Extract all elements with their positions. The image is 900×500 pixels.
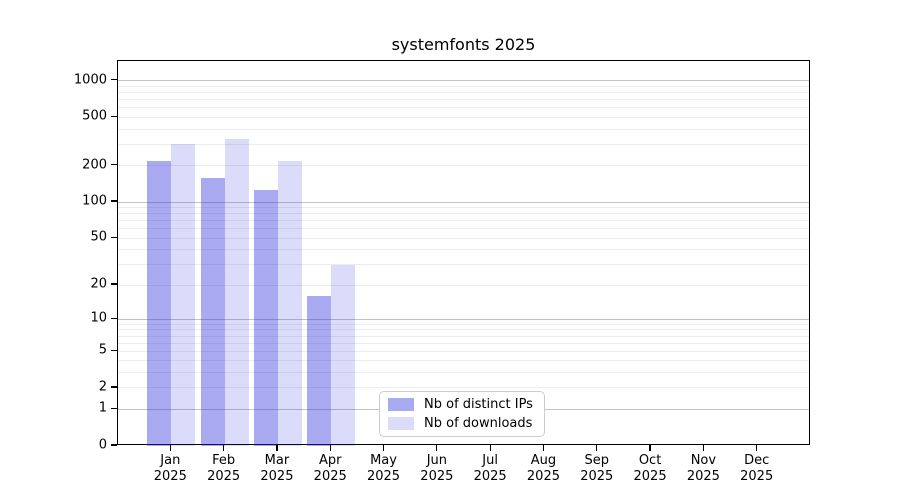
minor-gridline [118,213,809,215]
minor-gridline [118,85,809,87]
x-tick-label: Sep 2025 [580,453,614,484]
minor-gridline [118,387,809,389]
y-tick-label: 100 [82,193,107,209]
y-tick-label: 1000 [73,72,107,88]
legend-item-distinct-ips: Nb of distinct IPs [388,396,544,412]
x-tick-mark [756,445,758,451]
bar-feb-downloads [224,139,249,446]
minor-gridline [118,360,809,362]
legend-label-distinct-ips: Nb of distinct IPs [424,396,533,412]
major-gridline [118,318,809,320]
y-tick-mark [111,115,117,118]
x-tick-label: Oct 2025 [633,453,667,484]
minor-gridline [118,128,809,130]
y-tick-label: 200 [82,157,107,173]
x-tick-label: Nov 2025 [686,453,720,484]
minor-gridline [118,220,809,222]
x-tick-mark [596,445,598,451]
x-tick-mark [649,445,651,451]
bar-mar-downloads [277,160,302,446]
x-tick-label: Apr 2025 [313,453,347,484]
minor-gridline [118,323,809,325]
minor-gridline [118,99,809,101]
y-tick-mark [111,349,117,351]
y-tick-label: 2 [98,379,107,395]
x-tick-mark [436,445,438,451]
y-tick-label: 10 [90,310,107,326]
y-tick-label: 500 [82,108,107,124]
minor-gridline [118,116,809,118]
bar-feb-distinct-ips [200,178,225,446]
minor-gridline [118,249,809,251]
minor-gridline [118,264,809,265]
y-tick-mark [111,444,117,446]
minor-gridline [118,228,809,230]
y-tick-mark [111,200,117,202]
minor-gridline [118,165,809,167]
x-tick-mark [169,445,171,451]
legend-swatch-downloads [388,417,414,430]
minor-gridline [118,329,809,331]
x-tick-mark [382,445,385,451]
plot-area [117,60,810,446]
legend-swatch-distinct-ips [388,398,414,411]
legend-label-downloads: Nb of downloads [424,415,533,431]
x-tick-label: Jun 2025 [420,453,454,484]
y-tick-mark [111,407,117,409]
y-tick-mark [111,236,117,238]
bar-apr-downloads [331,264,356,446]
y-tick-label: 5 [98,342,107,358]
y-tick-mark [111,317,117,319]
y-tick-mark [111,79,117,81]
x-tick-mark [489,445,491,451]
legend: Nb of distinct IPs Nb of downloads [379,391,545,437]
minor-gridline [118,237,809,239]
y-tick-label: 0 [98,437,107,453]
minor-gridline [118,284,809,286]
x-tick-label: Aug 2025 [526,453,560,484]
x-tick-label: May 2025 [366,453,401,484]
x-tick-label: Jul 2025 [473,453,507,484]
minor-gridline [118,335,809,337]
minor-gridline [118,207,809,209]
minor-gridline [118,107,809,109]
bar-mar-distinct-ips [253,189,278,446]
x-tick-label: Feb 2025 [207,453,241,484]
x-tick-label: Jan 2025 [153,453,187,484]
minor-gridline [118,342,809,344]
minor-gridline [118,350,809,352]
x-tick-mark [702,445,704,451]
bar-apr-distinct-ips [307,296,332,446]
y-tick-label: 50 [90,229,107,245]
major-gridline [118,201,809,203]
bar-jan-distinct-ips [147,160,172,446]
x-tick-mark [223,445,225,451]
minor-gridline [118,92,809,94]
x-tick-label: Dec 2025 [740,453,774,484]
x-tick-mark [276,445,278,451]
y-tick-mark [111,386,117,388]
y-tick-label: 20 [90,276,107,292]
x-tick-mark [329,445,331,451]
y-tick-label: 1 [98,400,107,416]
chart-title: systemfonts 2025 [391,35,536,54]
y-tick-mark [111,283,117,285]
x-tick-mark [542,445,545,451]
minor-gridline [118,372,809,374]
x-tick-label: Mar 2025 [260,453,294,484]
legend-item-downloads: Nb of downloads [388,415,544,431]
y-tick-mark [111,164,117,166]
major-gridline [118,80,809,82]
minor-gridline [118,143,809,145]
bar-jan-downloads [171,143,196,446]
